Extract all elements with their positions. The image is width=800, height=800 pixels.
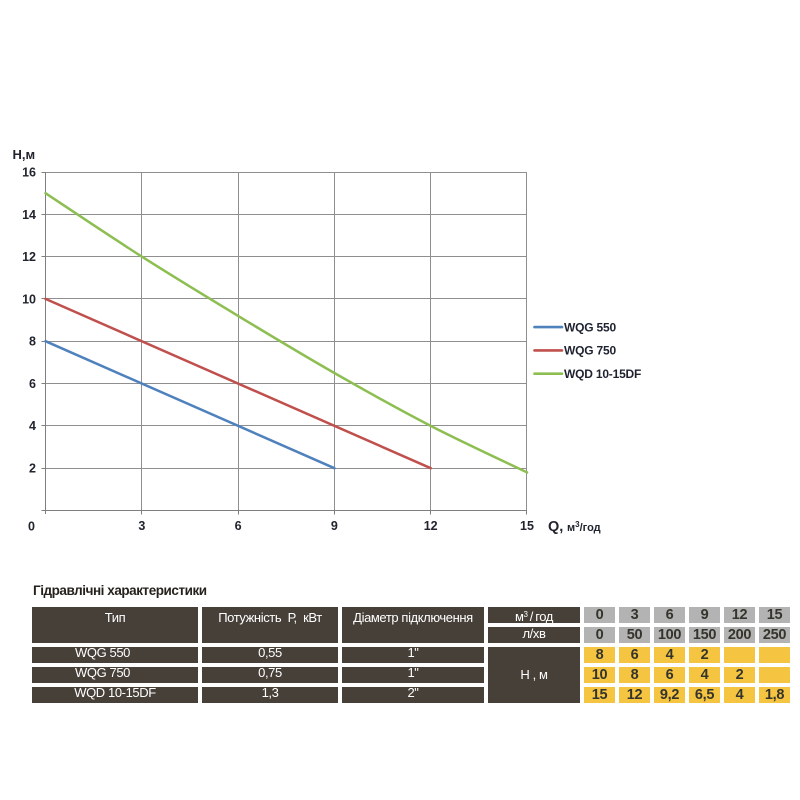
svg-text:10: 10 — [22, 292, 36, 306]
svg-text:м3/год: м3/год — [567, 520, 601, 534]
svg-text:12: 12 — [424, 519, 438, 533]
svg-text:6: 6 — [29, 377, 36, 391]
svg-text:2: 2 — [29, 462, 36, 476]
svg-text:6: 6 — [235, 519, 242, 533]
svg-text:WQD 10-15DF: WQD 10-15DF — [564, 367, 641, 381]
svg-text:15: 15 — [520, 519, 534, 533]
svg-text:8: 8 — [29, 335, 36, 349]
svg-text:16: 16 — [22, 166, 36, 180]
svg-text:Q,: Q, — [548, 519, 563, 535]
svg-text:9: 9 — [331, 519, 338, 533]
svg-text:WQG 750: WQG 750 — [564, 344, 616, 358]
svg-text:Н,м: Н,м — [13, 147, 36, 162]
svg-text:12: 12 — [22, 250, 36, 264]
svg-text:0: 0 — [28, 520, 35, 534]
svg-text:4: 4 — [29, 419, 36, 433]
svg-text:WQG 550: WQG 550 — [564, 320, 616, 334]
svg-text:14: 14 — [22, 208, 36, 222]
svg-text:3: 3 — [138, 519, 145, 533]
